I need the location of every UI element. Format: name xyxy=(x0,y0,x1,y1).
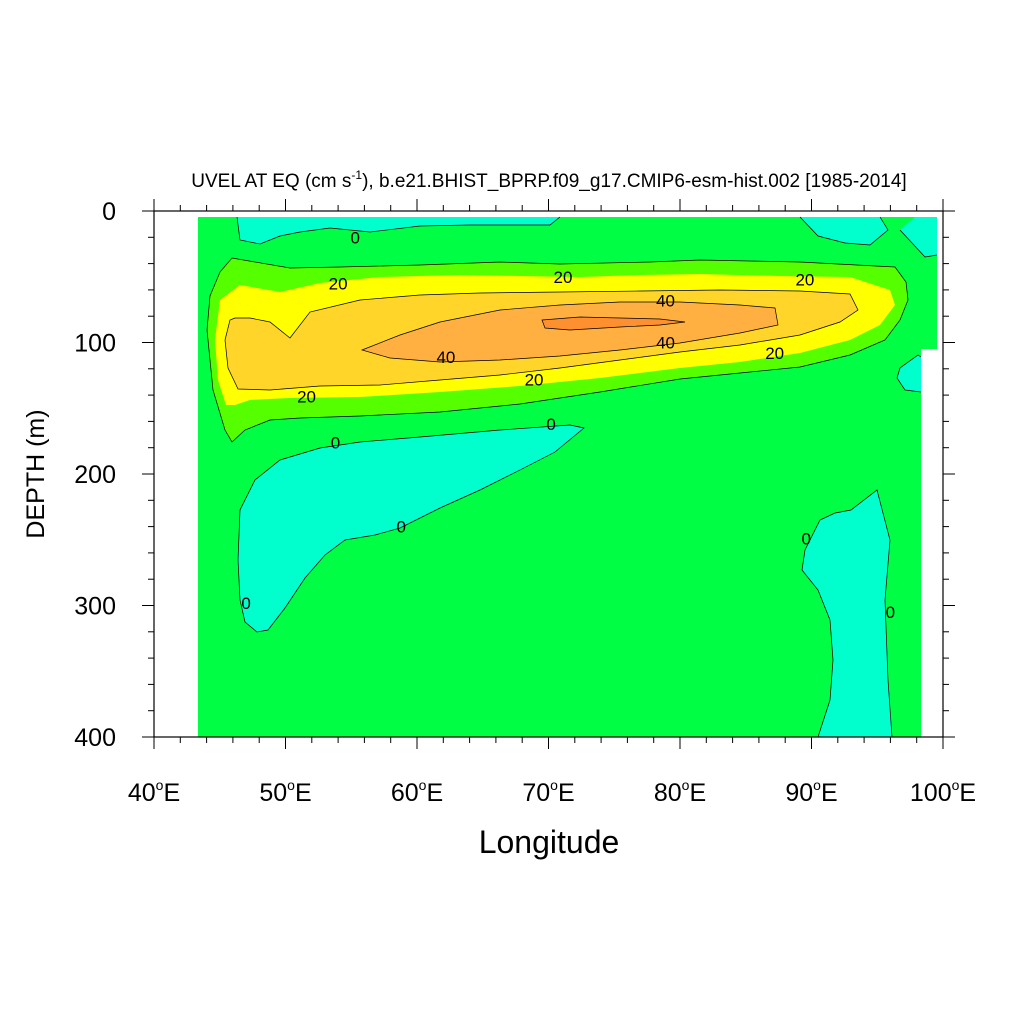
contour-label: 0 xyxy=(546,415,555,434)
contour-label: 20 xyxy=(525,370,544,389)
chart-title-superscript: -1 xyxy=(351,168,362,182)
contour-label: 0 xyxy=(396,518,405,537)
y-tick-label: 200 xyxy=(74,461,116,489)
contour-label-text: 20 xyxy=(329,274,348,293)
y-tick-label: 0 xyxy=(102,198,116,226)
contour-labels: 0 20 20 20 40 40 40 20 20 20 0 0 0 0 0 0 xyxy=(241,228,895,622)
contour-label-text: 20 xyxy=(765,344,784,363)
chart-title-prefix: UVEL AT EQ (cm s xyxy=(191,171,351,192)
fill-above-60 xyxy=(542,317,685,330)
contour-label: 20 xyxy=(765,344,784,363)
contour-label-text: 20 xyxy=(554,268,573,287)
contour-0-east-small xyxy=(896,354,922,393)
contour-0-top-east xyxy=(799,216,889,246)
contour-label: 40 xyxy=(656,291,675,310)
x-tick-label: 80oE xyxy=(654,777,706,807)
x-tick-label: 50oE xyxy=(259,777,311,807)
y-tick-label: 100 xyxy=(74,330,116,358)
contour-label: 20 xyxy=(297,387,316,406)
contour-label: 0 xyxy=(802,529,811,548)
fill-negative-top-east xyxy=(800,217,888,245)
contour-20 xyxy=(206,257,909,443)
x-tick-label: 70oE xyxy=(522,777,574,807)
contour-label: 0 xyxy=(331,433,340,452)
chart-title-suffix: ), b.e21.BHIST_BPRP.f09_g17.CMIP6-esm-hi… xyxy=(362,171,907,192)
contour-label-text: 0 xyxy=(886,603,895,622)
y-tick-label: 400 xyxy=(74,724,116,752)
x-axis-label: Longitude xyxy=(479,824,620,860)
fill-negative-east-corner xyxy=(900,217,937,257)
contour-fills xyxy=(198,217,937,737)
x-tick-labels: 40oE 50oE 60oE 70oE 80oE 90oE 100oE xyxy=(128,777,976,807)
x-tick-label: 60oE xyxy=(391,777,443,807)
contour-0-top-west xyxy=(236,216,561,245)
chart-title: UVEL AT EQ (cm s-1), b.e21.BHIST_BPRP.f0… xyxy=(191,168,906,192)
contour-label-text: 0 xyxy=(396,518,405,537)
contour-label-text: 20 xyxy=(795,270,814,289)
contour-label-text: 40 xyxy=(436,348,455,367)
contour-label: 40 xyxy=(656,334,675,353)
fill-negative-top-west xyxy=(237,217,560,244)
contour-label-text: 0 xyxy=(331,433,340,452)
fill-negative-southeast xyxy=(802,490,892,737)
fill-negative-east-small xyxy=(897,355,921,392)
fill-negative-southwest xyxy=(238,425,584,632)
contour-label-text: 0 xyxy=(241,594,250,613)
contour-label-text: 20 xyxy=(525,370,544,389)
contour-label: 20 xyxy=(329,274,348,293)
x-tick-label: 40oE xyxy=(128,777,180,807)
axis-ticks xyxy=(142,199,955,749)
contour-core xyxy=(541,316,686,331)
contour-label: 20 xyxy=(554,268,573,287)
contour-label: 0 xyxy=(886,603,895,622)
contour-0-southwest xyxy=(237,424,585,633)
contour-lines xyxy=(206,216,938,738)
contour-label-text: 0 xyxy=(546,415,555,434)
y-tick-labels: 0 100 200 300 400 xyxy=(74,198,116,752)
y-axis-label: DEPTH (m) xyxy=(22,409,50,538)
contour-label: 20 xyxy=(795,270,814,289)
y-tick-label: 300 xyxy=(74,593,116,621)
contour-60 xyxy=(360,301,779,363)
contour-label: 40 xyxy=(436,348,455,367)
contour-label-text: 0 xyxy=(350,228,359,247)
contour-label-text: 0 xyxy=(802,529,811,548)
x-tick-label: 90oE xyxy=(785,777,837,807)
x-tick-label: 100oE xyxy=(910,777,976,807)
contour-40 xyxy=(224,289,859,391)
contour-0-southeast xyxy=(801,489,893,738)
contour-label-text: 40 xyxy=(656,291,675,310)
contour-label-text: 20 xyxy=(297,387,316,406)
contour-label-text: 40 xyxy=(656,334,675,353)
contour-label: 0 xyxy=(241,594,250,613)
contour-label: 0 xyxy=(350,228,359,247)
contour-0-east-corner xyxy=(899,229,938,258)
